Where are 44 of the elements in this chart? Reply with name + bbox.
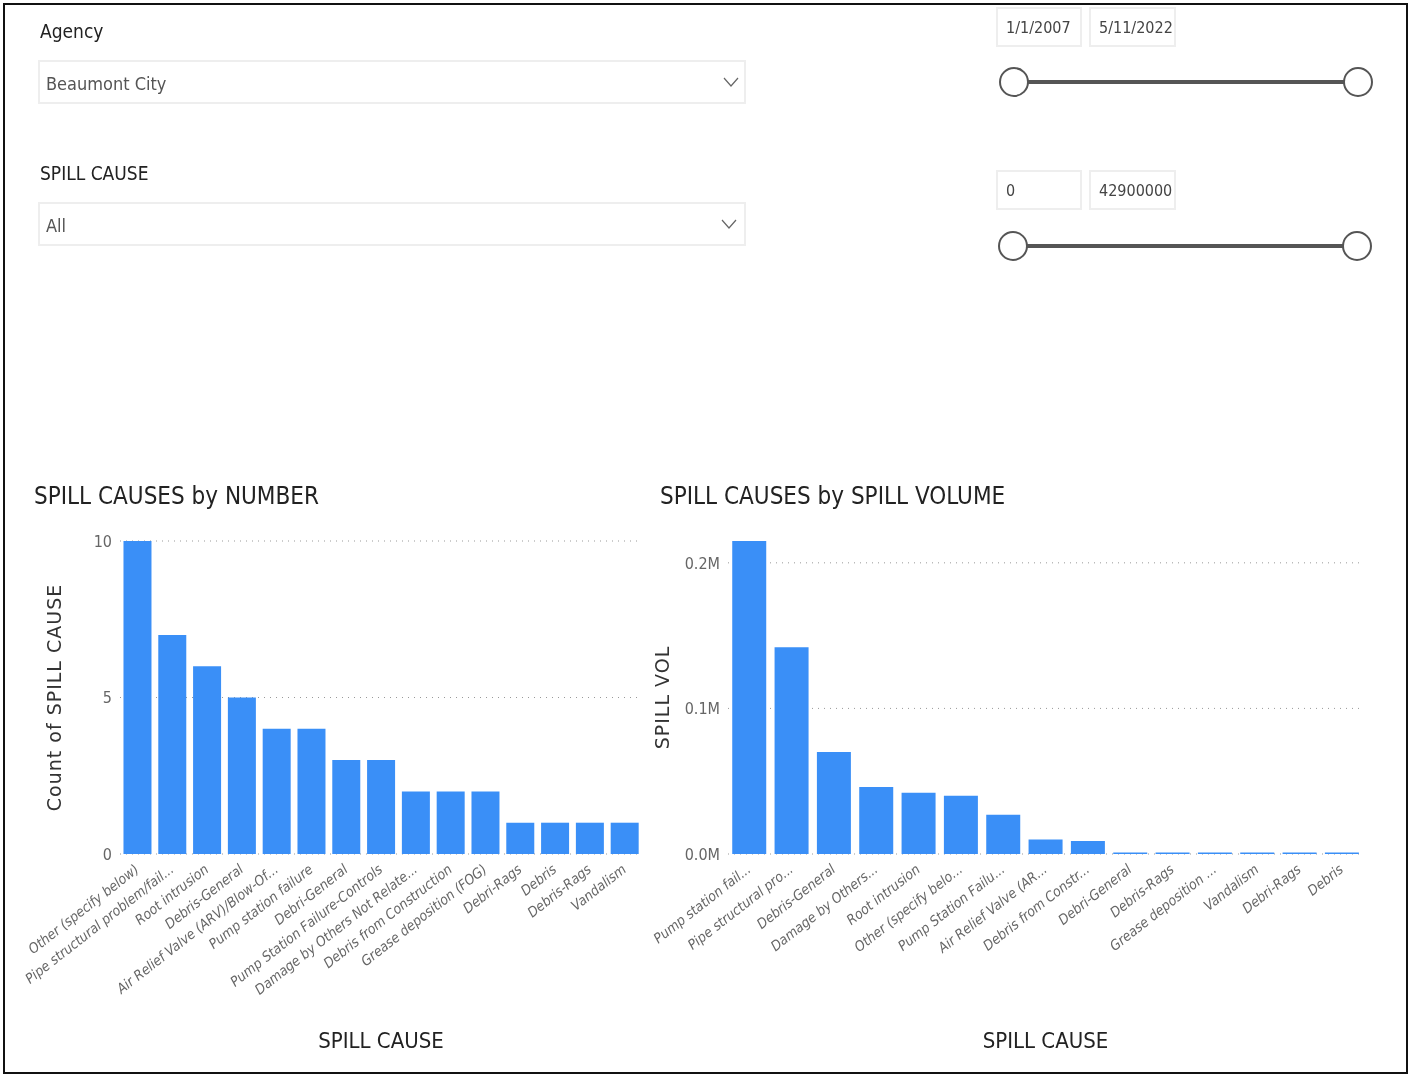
y-tick-label: 0 bbox=[102, 844, 112, 864]
text: Agency bbox=[40, 20, 104, 42]
y-tick-label: 5 bbox=[102, 688, 112, 708]
bar bbox=[367, 760, 396, 854]
bar bbox=[859, 787, 894, 854]
text: 1/1/2007 bbox=[996, 7, 1082, 47]
x-axis-title: SPILL CAUSE bbox=[982, 1028, 1109, 1053]
bar bbox=[774, 647, 809, 854]
y-axis-title: Count of SPILL CAUSE bbox=[42, 583, 65, 812]
bar bbox=[732, 541, 767, 854]
text: Beaumont City bbox=[38, 60, 746, 104]
text: All bbox=[38, 202, 746, 246]
bar bbox=[1070, 840, 1105, 854]
bar bbox=[901, 792, 936, 854]
bar bbox=[297, 728, 326, 854]
bar bbox=[506, 822, 535, 854]
chart-title: SPILL CAUSES by NUMBER bbox=[34, 482, 319, 510]
bar bbox=[541, 822, 570, 854]
bar bbox=[401, 791, 430, 854]
bar bbox=[1028, 839, 1063, 854]
bar bbox=[227, 697, 256, 854]
bar bbox=[471, 791, 500, 854]
text: SPILL CAUSE bbox=[40, 162, 149, 184]
text: 5/11/2022 bbox=[1089, 7, 1176, 47]
x-axis-title: SPILL CAUSE bbox=[318, 1028, 444, 1053]
bar bbox=[262, 728, 291, 854]
y-tick-label: 0.0M bbox=[684, 844, 720, 864]
bar bbox=[816, 752, 851, 854]
bar bbox=[332, 760, 361, 854]
bar bbox=[986, 814, 1021, 854]
y-tick-label: 0.2M bbox=[684, 553, 720, 573]
bar bbox=[943, 795, 978, 854]
chart-title: SPILL CAUSES by SPILL VOLUME bbox=[660, 482, 1006, 510]
y-tick-label: 0.1M bbox=[684, 699, 720, 719]
bar bbox=[158, 634, 187, 854]
bar bbox=[123, 541, 152, 854]
text: 42900000 bbox=[1089, 170, 1176, 210]
bar bbox=[193, 666, 222, 854]
bar bbox=[575, 822, 604, 854]
text: 0 bbox=[996, 170, 1082, 210]
bar bbox=[436, 791, 465, 854]
y-axis-title: SPILL VOL bbox=[650, 645, 673, 750]
bar bbox=[610, 822, 639, 854]
y-tick-label: 10 bbox=[93, 531, 112, 551]
